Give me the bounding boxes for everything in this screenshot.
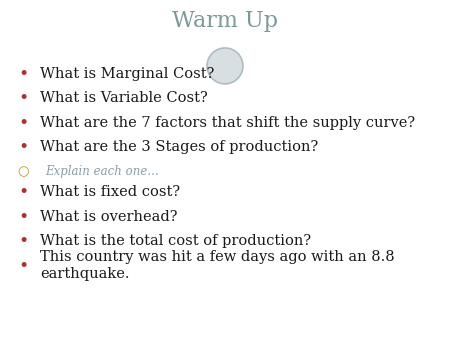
Text: •: • — [18, 138, 28, 156]
Text: What is the total cost of production?: What is the total cost of production? — [40, 234, 311, 248]
Text: What are the 7 factors that shift the supply curve?: What are the 7 factors that shift the su… — [40, 116, 416, 129]
Text: Warm Up: Warm Up — [172, 10, 278, 32]
Text: •: • — [18, 183, 28, 201]
Text: ○: ○ — [18, 165, 29, 178]
Text: What is overhead?: What is overhead? — [40, 210, 178, 224]
Text: What is Marginal Cost?: What is Marginal Cost? — [40, 67, 215, 81]
Text: What is Variable Cost?: What is Variable Cost? — [40, 91, 208, 105]
Text: What are the 3 Stages of production?: What are the 3 Stages of production? — [40, 140, 319, 154]
Text: •: • — [18, 65, 28, 82]
Text: What is fixed cost?: What is fixed cost? — [40, 185, 180, 199]
Text: •: • — [18, 232, 28, 250]
Text: •: • — [18, 257, 28, 275]
Text: •: • — [18, 208, 28, 226]
Text: Explain each one...: Explain each one... — [45, 165, 158, 178]
Circle shape — [207, 48, 243, 84]
Text: This country was hit a few days ago with an 8.8
earthquake.: This country was hit a few days ago with… — [40, 250, 395, 281]
Text: •: • — [18, 114, 28, 131]
Text: •: • — [18, 89, 28, 107]
